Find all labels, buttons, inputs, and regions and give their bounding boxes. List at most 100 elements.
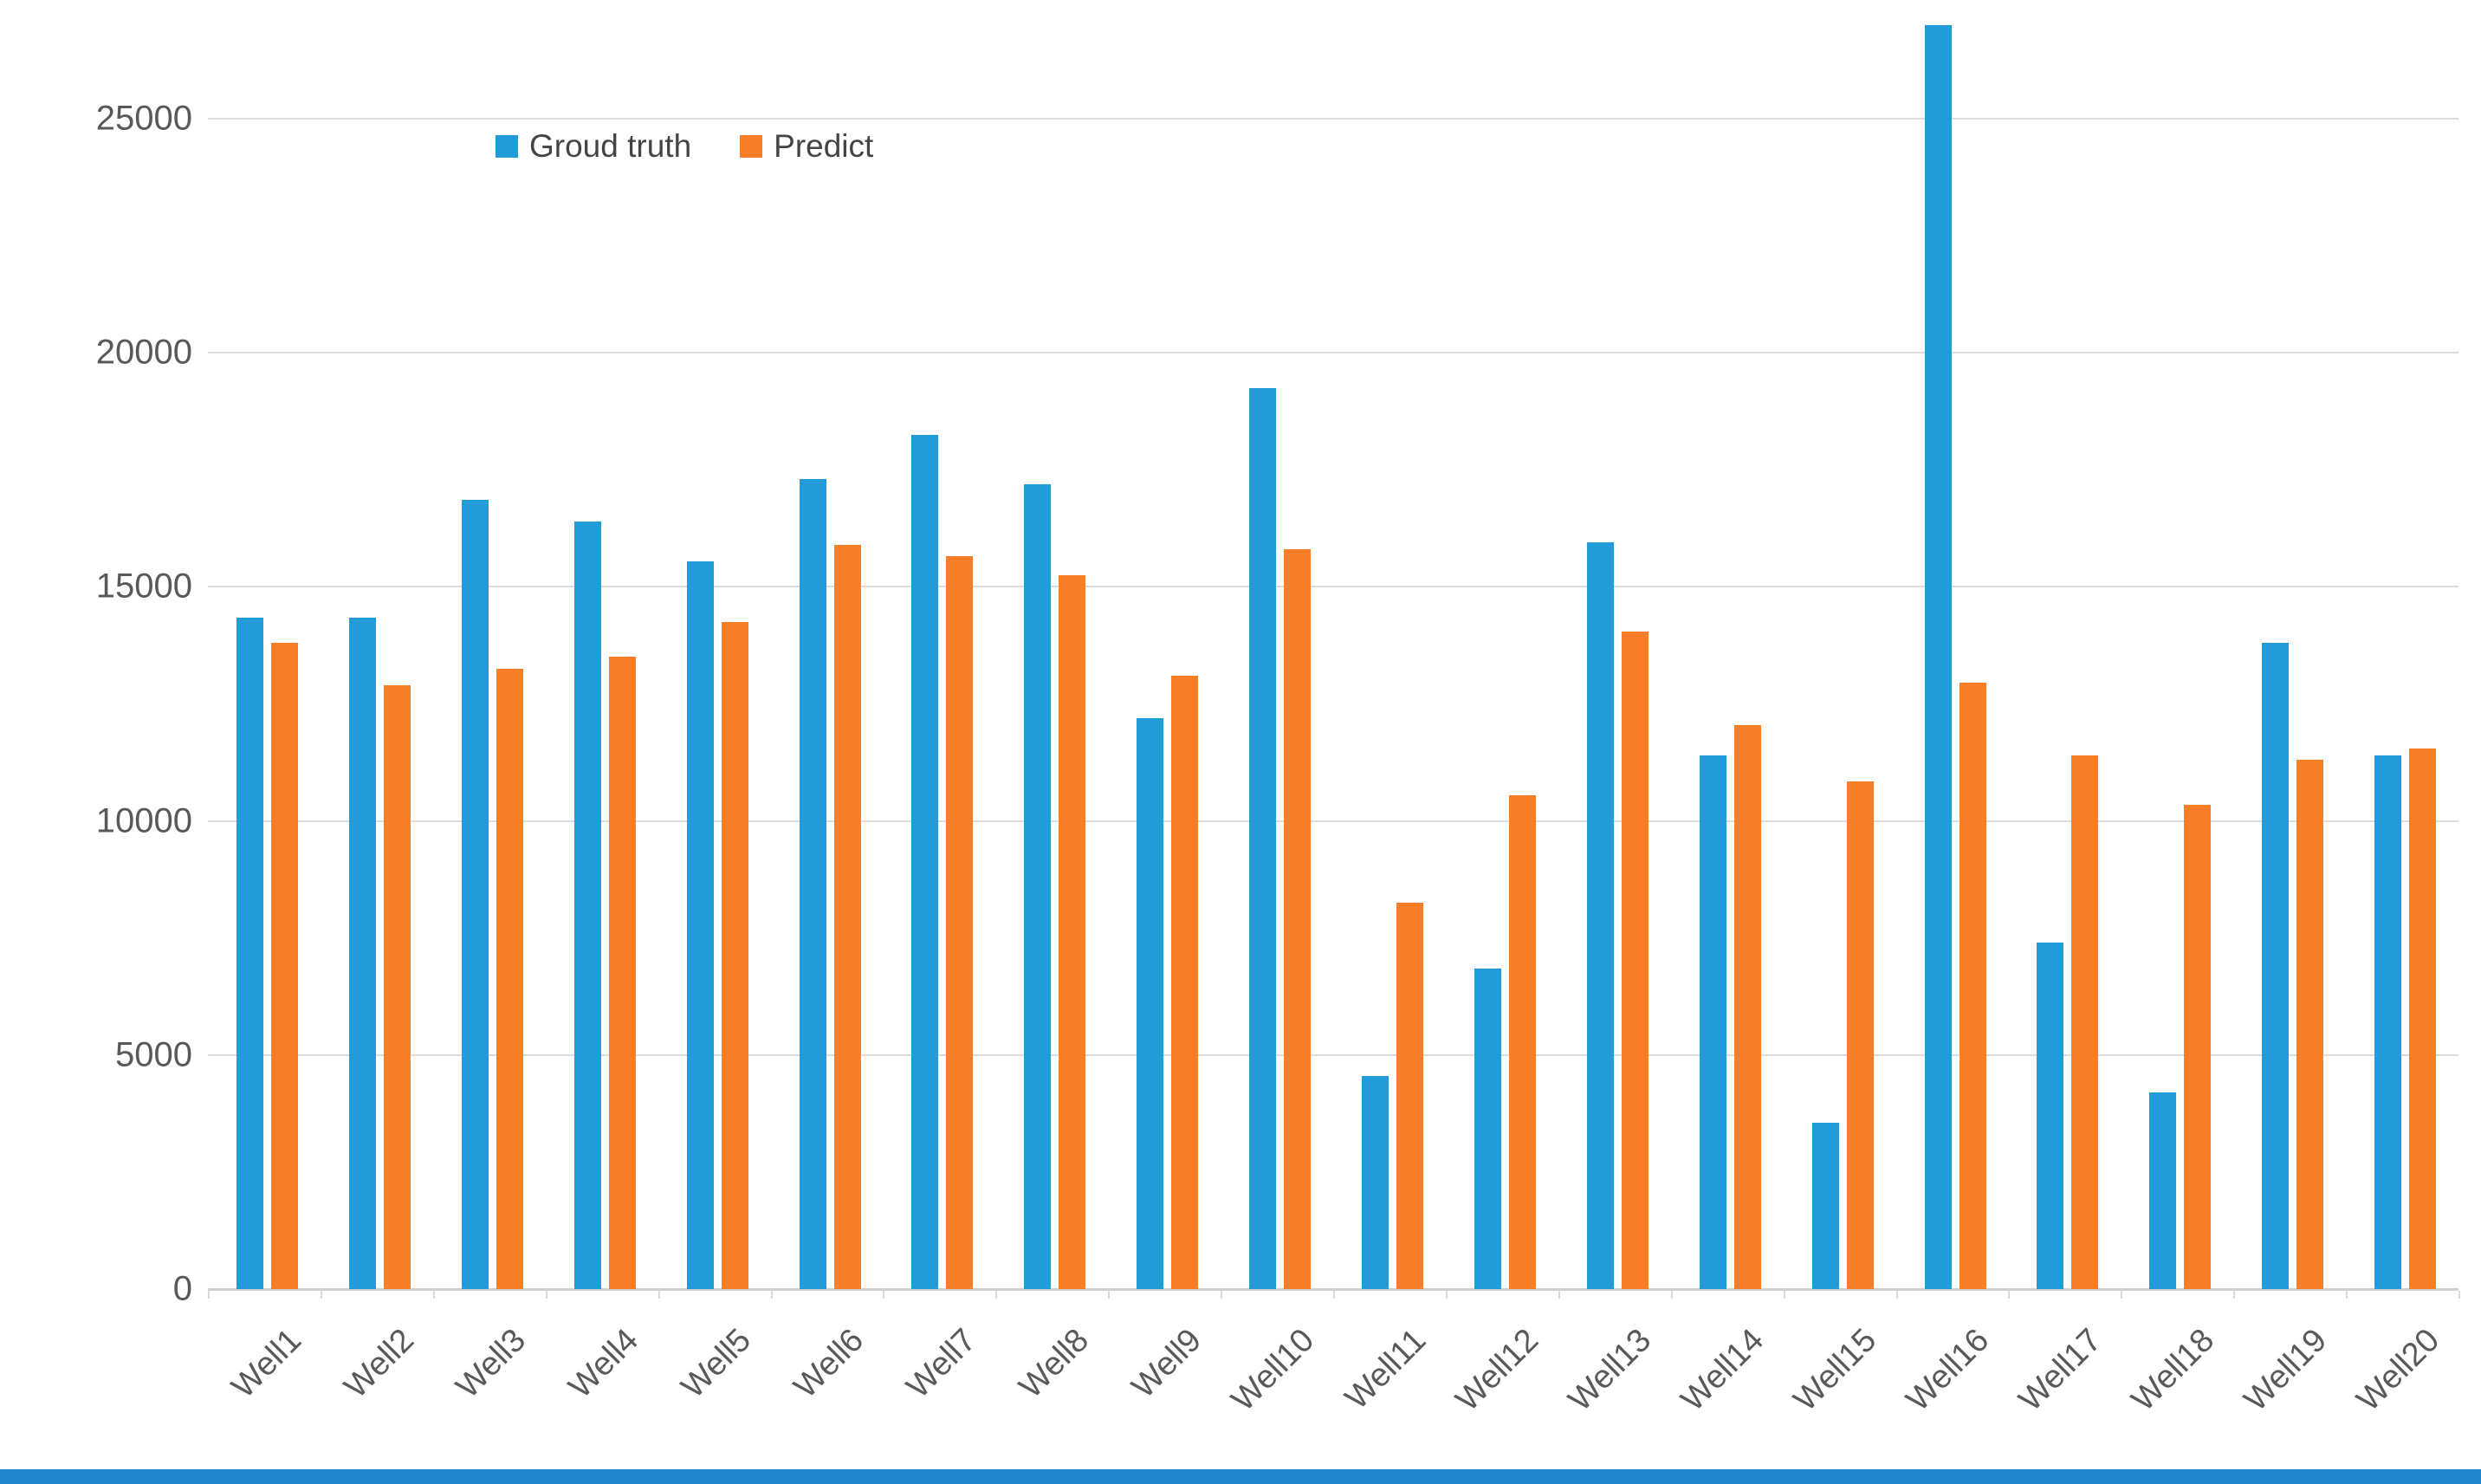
- x-axis-tick: [1445, 1291, 1448, 1299]
- bar-ground-truth-well10: [1249, 388, 1277, 1289]
- bar-predict-well3: [496, 669, 523, 1289]
- bar-ground-truth-well20: [2374, 755, 2402, 1289]
- bar-ground-truth-well13: [1586, 542, 1614, 1289]
- legend-item-predict: Predict: [740, 128, 873, 165]
- bar-ground-truth-well8: [1024, 484, 1052, 1289]
- bar-predict-well5: [721, 622, 748, 1289]
- x-axis-tick: [1783, 1291, 1785, 1299]
- bar-ground-truth-well2: [348, 618, 376, 1289]
- bar-ground-truth-well18: [2149, 1092, 2177, 1289]
- bar-predict-well10: [1284, 549, 1312, 1289]
- x-axis-label-well13: Well13: [1562, 1322, 1659, 1419]
- x-axis-label-well16: Well16: [1899, 1322, 1997, 1419]
- legend-swatch-predict-icon: [740, 135, 763, 158]
- bar-predict-well18: [2184, 805, 2212, 1289]
- x-axis-label-well6: Well6: [787, 1322, 871, 1406]
- x-axis-label-well4: Well4: [561, 1322, 646, 1406]
- x-axis-label-well9: Well9: [1124, 1322, 1208, 1406]
- y-axis-label-25000: 25000: [95, 99, 192, 138]
- x-axis-tick: [1670, 1291, 1673, 1299]
- x-axis-label-well14: Well14: [1675, 1322, 1772, 1419]
- bar-ground-truth-well9: [1137, 718, 1164, 1289]
- bar-ground-truth-well19: [2262, 643, 2290, 1289]
- bar-ground-truth-well17: [2037, 943, 2064, 1289]
- x-axis-tick: [1221, 1291, 1223, 1299]
- x-axis-tick: [1333, 1291, 1335, 1299]
- bar-predict-well13: [1621, 632, 1649, 1289]
- bar-ground-truth-well3: [461, 500, 489, 1289]
- bar-ground-truth-well4: [573, 522, 601, 1289]
- x-axis-label-well20: Well20: [2349, 1322, 2446, 1419]
- bar-predict-well1: [271, 643, 298, 1289]
- x-axis-tick: [2346, 1291, 2348, 1299]
- bar-predict-well7: [946, 556, 974, 1289]
- x-axis-label-well19: Well19: [2237, 1322, 2334, 1419]
- bar-predict-well9: [1171, 676, 1199, 1289]
- bar-ground-truth-well14: [1699, 755, 1726, 1289]
- bar-predict-well6: [833, 545, 861, 1289]
- legend: Groud truth Predict: [496, 128, 873, 165]
- bar-predict-well14: [1733, 725, 1761, 1289]
- legend-label-ground-truth: Groud truth: [529, 128, 692, 164]
- x-axis-tick: [545, 1291, 547, 1299]
- bar-ground-truth-well7: [911, 435, 939, 1289]
- bar-predict-well15: [1846, 781, 1874, 1289]
- bar-predict-well11: [1396, 903, 1423, 1289]
- x-axis-tick: [1108, 1291, 1111, 1299]
- bar-ground-truth-well12: [1474, 969, 1501, 1289]
- x-axis-tick: [2458, 1291, 2460, 1299]
- y-axis-label-20000: 20000: [95, 333, 192, 372]
- x-axis-tick: [2121, 1291, 2123, 1299]
- x-axis-tick: [657, 1291, 660, 1299]
- bar-predict-well2: [383, 685, 411, 1289]
- x-axis-label-well17: Well17: [2011, 1322, 2109, 1419]
- gridline-10000: [208, 820, 2458, 822]
- x-axis-tick: [432, 1291, 435, 1299]
- x-axis-tick: [1558, 1291, 1560, 1299]
- gridline-25000: [208, 118, 2458, 120]
- x-axis-tick: [208, 1291, 210, 1299]
- x-axis-label-well18: Well18: [2124, 1322, 2222, 1419]
- bar-ground-truth-well16: [1924, 25, 1952, 1289]
- bar-ground-truth-well5: [686, 561, 714, 1289]
- legend-item-ground-truth: Groud truth: [496, 128, 691, 165]
- x-axis-tick: [2233, 1291, 2236, 1299]
- x-axis-tick: [2008, 1291, 2011, 1299]
- x-axis-label-well10: Well10: [1224, 1322, 1321, 1419]
- x-axis-tick: [1895, 1291, 1898, 1299]
- bar-ground-truth-well1: [236, 618, 263, 1289]
- x-axis-label-well12: Well12: [1449, 1322, 1546, 1419]
- gridline-20000: [208, 352, 2458, 354]
- gridline-15000: [208, 586, 2458, 588]
- x-axis-line: [208, 1288, 2458, 1291]
- x-axis-tick: [320, 1291, 322, 1299]
- x-axis-tick: [995, 1291, 998, 1299]
- bottom-strip: [0, 1469, 2481, 1484]
- y-axis-label-5000: 5000: [115, 1035, 192, 1074]
- bar-predict-well17: [2071, 755, 2099, 1289]
- x-axis-tick: [770, 1291, 773, 1299]
- bar-predict-well16: [1959, 683, 1986, 1289]
- bar-ground-truth-well6: [799, 479, 826, 1289]
- bar-predict-well12: [1508, 795, 1536, 1289]
- x-axis-label-well1: Well1: [224, 1322, 308, 1406]
- y-axis-label-0: 0: [172, 1269, 192, 1308]
- x-axis-label-well5: Well5: [674, 1322, 759, 1406]
- bar-ground-truth-well11: [1362, 1076, 1389, 1289]
- x-axis-tick: [883, 1291, 885, 1299]
- y-axis-label-15000: 15000: [95, 567, 192, 606]
- x-axis-label-well15: Well15: [1786, 1322, 1884, 1419]
- x-axis-label-well2: Well2: [337, 1322, 421, 1406]
- bar-predict-well4: [608, 657, 636, 1289]
- bar-predict-well8: [1059, 575, 1086, 1289]
- legend-swatch-ground-truth-icon: [496, 135, 518, 158]
- bar-ground-truth-well15: [1811, 1123, 1839, 1289]
- legend-label-predict: Predict: [774, 128, 874, 164]
- bar-predict-well19: [2296, 760, 2324, 1289]
- x-axis-label-well3: Well3: [450, 1322, 534, 1406]
- y-axis-label-10000: 10000: [95, 801, 192, 840]
- bar-predict-well20: [2409, 748, 2437, 1289]
- gridline-5000: [208, 1053, 2458, 1056]
- x-axis-label-well11: Well11: [1338, 1322, 1434, 1417]
